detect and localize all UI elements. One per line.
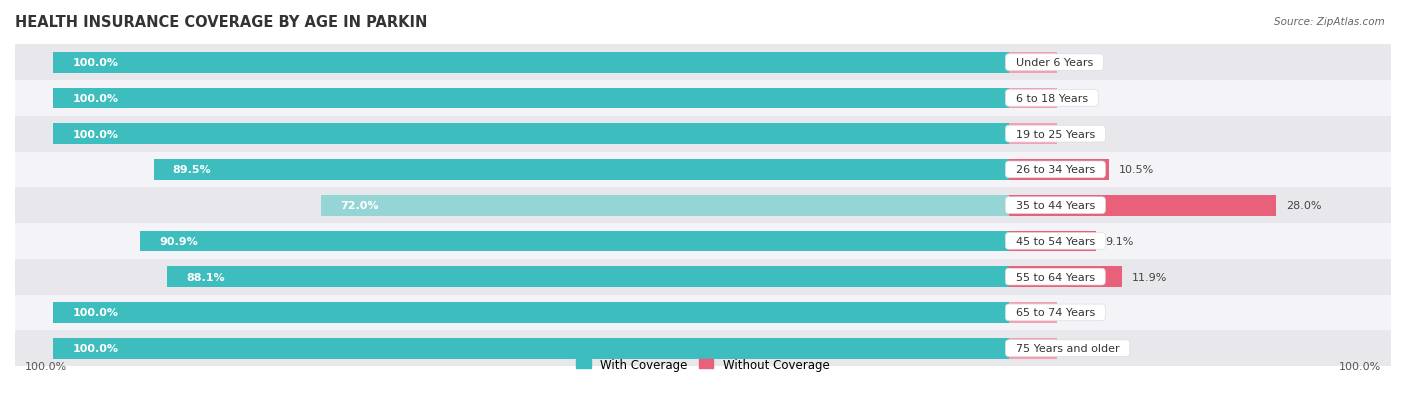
Bar bbox=[53, 338, 1008, 358]
Text: 0.0%: 0.0% bbox=[1066, 94, 1094, 104]
Bar bbox=[141, 231, 1008, 252]
Bar bbox=[15, 116, 1391, 152]
Text: 100.0%: 100.0% bbox=[72, 94, 118, 104]
Bar bbox=[15, 81, 1391, 116]
Bar bbox=[53, 52, 1008, 74]
Text: 100.0%: 100.0% bbox=[72, 58, 118, 68]
Text: 55 to 64 Years: 55 to 64 Years bbox=[1008, 272, 1102, 282]
Text: 100.0%: 100.0% bbox=[72, 343, 118, 353]
Bar bbox=[1008, 88, 1056, 109]
Text: 35 to 44 Years: 35 to 44 Years bbox=[1008, 201, 1102, 211]
Bar bbox=[1008, 195, 1277, 216]
Bar bbox=[1008, 160, 1109, 180]
Text: 0.0%: 0.0% bbox=[1066, 129, 1094, 139]
Legend: With Coverage, Without Coverage: With Coverage, Without Coverage bbox=[576, 358, 830, 371]
Text: 10.5%: 10.5% bbox=[1119, 165, 1154, 175]
Bar bbox=[1008, 267, 1122, 287]
Text: 28.0%: 28.0% bbox=[1286, 201, 1322, 211]
Bar bbox=[15, 295, 1391, 330]
Text: 26 to 34 Years: 26 to 34 Years bbox=[1008, 165, 1102, 175]
Text: 11.9%: 11.9% bbox=[1132, 272, 1167, 282]
Bar bbox=[15, 330, 1391, 366]
Bar bbox=[1008, 52, 1056, 74]
Text: 0.0%: 0.0% bbox=[1066, 308, 1094, 318]
Text: HEALTH INSURANCE COVERAGE BY AGE IN PARKIN: HEALTH INSURANCE COVERAGE BY AGE IN PARK… bbox=[15, 15, 427, 30]
Bar bbox=[15, 45, 1391, 81]
Text: 9.1%: 9.1% bbox=[1105, 236, 1133, 246]
Bar bbox=[321, 195, 1008, 216]
Bar bbox=[15, 259, 1391, 295]
Text: 100.0%: 100.0% bbox=[24, 361, 67, 371]
Text: 100.0%: 100.0% bbox=[72, 308, 118, 318]
Bar bbox=[1008, 302, 1056, 323]
Text: 6 to 18 Years: 6 to 18 Years bbox=[1008, 94, 1095, 104]
Text: 19 to 25 Years: 19 to 25 Years bbox=[1008, 129, 1102, 139]
Text: 72.0%: 72.0% bbox=[340, 201, 378, 211]
Bar bbox=[53, 88, 1008, 109]
Text: 88.1%: 88.1% bbox=[186, 272, 225, 282]
Bar bbox=[1008, 231, 1095, 252]
Bar bbox=[1008, 338, 1056, 358]
Bar bbox=[1008, 124, 1056, 145]
Text: 65 to 74 Years: 65 to 74 Years bbox=[1008, 308, 1102, 318]
Bar bbox=[167, 267, 1008, 287]
Text: Under 6 Years: Under 6 Years bbox=[1008, 58, 1099, 68]
Bar bbox=[153, 160, 1008, 180]
Text: 45 to 54 Years: 45 to 54 Years bbox=[1008, 236, 1102, 246]
Text: 89.5%: 89.5% bbox=[173, 165, 211, 175]
Text: 100.0%: 100.0% bbox=[72, 129, 118, 139]
Bar bbox=[53, 124, 1008, 145]
Text: 75 Years and older: 75 Years and older bbox=[1008, 343, 1126, 353]
Text: Source: ZipAtlas.com: Source: ZipAtlas.com bbox=[1274, 17, 1385, 26]
Bar bbox=[53, 302, 1008, 323]
Text: 90.9%: 90.9% bbox=[159, 236, 198, 246]
Bar bbox=[15, 188, 1391, 223]
Text: 0.0%: 0.0% bbox=[1066, 58, 1094, 68]
Bar bbox=[15, 223, 1391, 259]
Text: 100.0%: 100.0% bbox=[1339, 361, 1382, 371]
Bar bbox=[15, 152, 1391, 188]
Text: 0.0%: 0.0% bbox=[1066, 343, 1094, 353]
